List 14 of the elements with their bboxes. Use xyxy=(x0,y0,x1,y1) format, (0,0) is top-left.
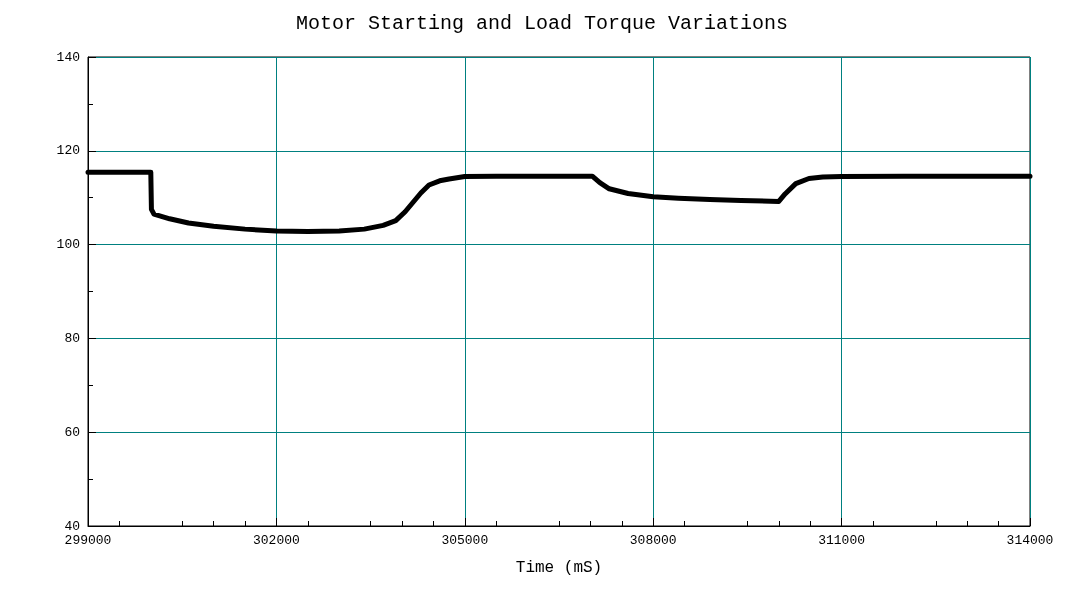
x-tick-label: 299000 xyxy=(64,533,112,548)
y-tick-label: 120 xyxy=(56,143,80,159)
x-tick-label: 314000 xyxy=(1006,533,1054,548)
x-tick-label: 302000 xyxy=(252,533,300,548)
y-tick-label: 140 xyxy=(56,49,80,65)
x-tick-label: 311000 xyxy=(818,533,866,548)
chart-title: Motor Starting and Load Torque Variations xyxy=(295,11,789,35)
x-tick-label: 308000 xyxy=(629,533,677,548)
y-tick-label: 40 xyxy=(64,518,80,534)
y-tick-label: 60 xyxy=(64,424,80,440)
y-tick-label: 80 xyxy=(64,330,80,346)
x-tick-label: 305000 xyxy=(441,533,489,548)
x-axis-title: Time (mS) xyxy=(515,559,603,577)
y-tick-label: 100 xyxy=(56,237,80,253)
